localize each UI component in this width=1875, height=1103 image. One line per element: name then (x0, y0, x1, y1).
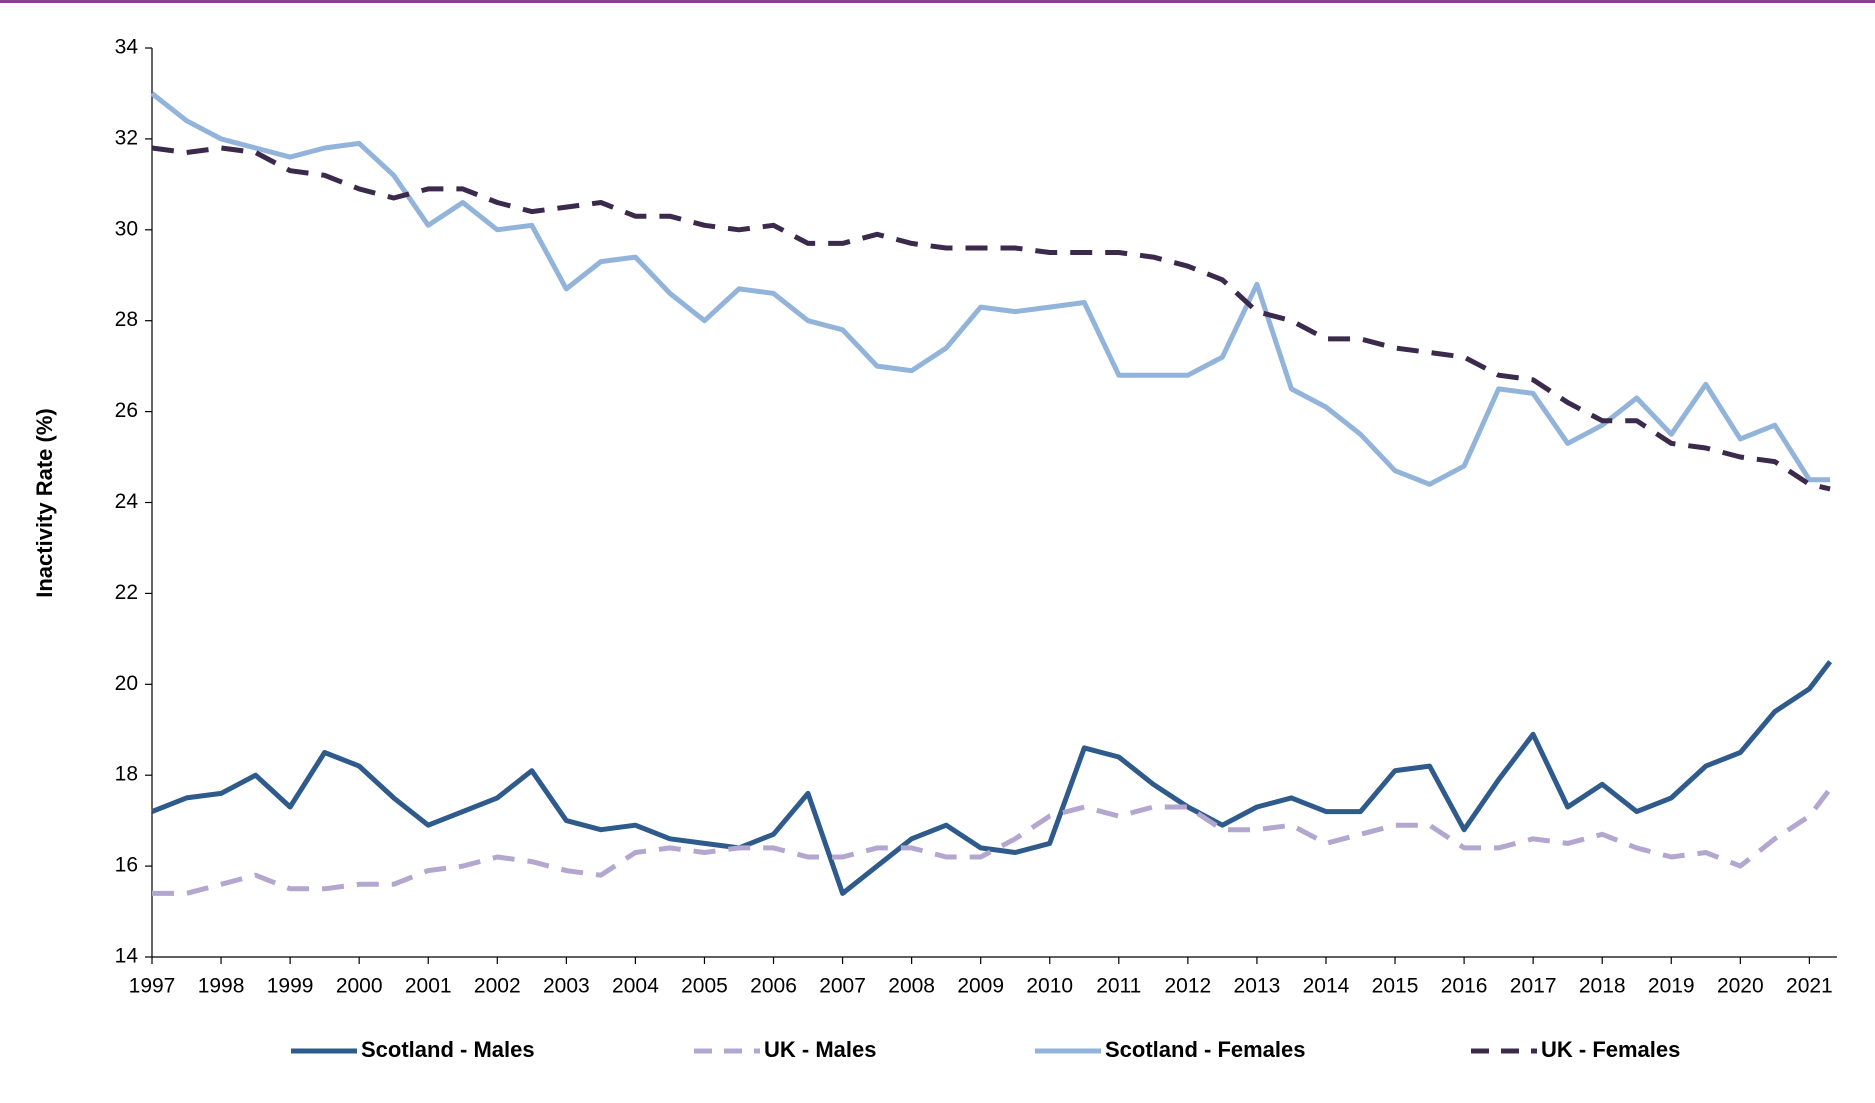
series-line (150, 91, 1831, 487)
x-tick-label: 2005 (681, 975, 728, 998)
x-tick-label: 2000 (336, 975, 383, 998)
x-tick-label: 1999 (267, 975, 314, 998)
x-tick-label: 2021 (1786, 975, 1833, 998)
x-tick-label: 2002 (474, 975, 521, 998)
y-tick-label: 18 (115, 763, 138, 786)
x-tick-label: 1998 (198, 975, 245, 998)
series-line (152, 787, 1833, 896)
x-tick-label: 2011 (1096, 975, 1141, 998)
y-tick-label: 16 (115, 854, 138, 877)
legend-label: Scotland - Males (361, 1037, 535, 1062)
series-line (151, 660, 1833, 896)
x-tick-label: 2017 (1510, 975, 1557, 998)
y-tick-label: 20 (115, 672, 138, 695)
x-tick-label: 2003 (543, 975, 590, 998)
y-tick-label: 28 (115, 308, 138, 331)
x-tick-label: 2014 (1303, 975, 1350, 998)
x-tick-label: 2010 (1026, 975, 1073, 998)
series-line (151, 145, 1831, 492)
x-tick-label: 2008 (888, 975, 935, 998)
legend-label: UK - Males (764, 1037, 876, 1062)
legend-label: Scotland - Females (1105, 1037, 1306, 1062)
x-tick-label: 2019 (1648, 975, 1695, 998)
x-tick-label: 2015 (1372, 975, 1419, 998)
y-tick-label: 26 (115, 399, 138, 422)
x-tick-label: 1997 (129, 975, 176, 998)
y-tick-label: 24 (115, 490, 139, 513)
x-tick-label: 2012 (1165, 975, 1212, 998)
x-tick-label: 2013 (1234, 975, 1281, 998)
legend-label: UK - Females (1541, 1037, 1680, 1062)
top-border (0, 0, 1875, 3)
x-tick-label: 2016 (1441, 975, 1488, 998)
y-tick-label: 22 (115, 581, 138, 604)
y-tick-label: 32 (115, 126, 138, 149)
x-tick-label: 2020 (1717, 975, 1764, 998)
x-tick-label: 2018 (1579, 975, 1626, 998)
x-tick-label: 2001 (405, 975, 452, 998)
y-tick-label: 14 (115, 945, 139, 968)
x-tick-label: 2006 (750, 975, 797, 998)
x-tick-label: 2007 (819, 975, 866, 998)
y-tick-label: 34 (115, 36, 139, 59)
x-tick-label: 2004 (612, 975, 659, 998)
y-axis-title: Inactivity Rate (%) (32, 408, 57, 598)
x-tick-label: 2009 (957, 975, 1004, 998)
y-tick-label: 30 (115, 217, 138, 240)
